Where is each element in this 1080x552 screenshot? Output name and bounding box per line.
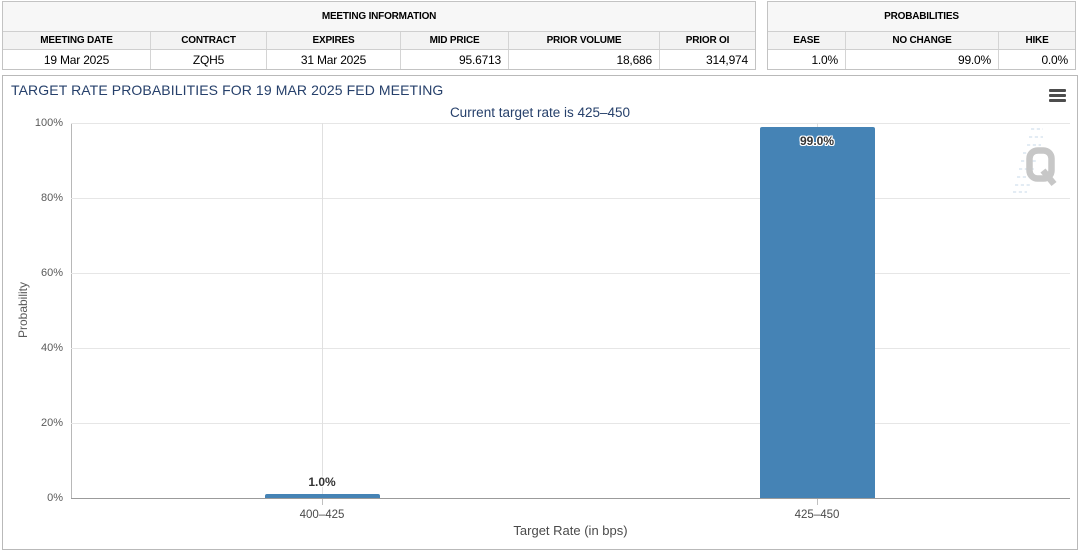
value-meeting-date: 19 Mar 2025 (3, 50, 151, 69)
gridline-80 (71, 198, 1070, 199)
y-axis-label-100: 100% (34, 117, 63, 129)
column-header-ease: EASE (768, 32, 846, 49)
y-axis-label-40: 40% (40, 342, 63, 354)
gridline-60 (71, 273, 1070, 274)
hamburger-bar (1048, 88, 1066, 92)
plot-area: 0% 20% 40% 60% 80% 100% 1.0% 99.0% 400–4… (16, 117, 1070, 538)
gridline-40 (71, 348, 1070, 349)
chart-subtitle: Current target rate is 425–450 (449, 105, 631, 120)
probabilities-value-row: 1.0% 99.0% 0.0% (768, 50, 1075, 69)
bar-425-450[interactable] (759, 127, 875, 498)
value-ease: 1.0% (768, 50, 846, 69)
column-header-contract: CONTRACT (151, 32, 267, 49)
probabilities-table: PROBABILITIES EASE NO CHANGE HIKE 1.0% 9… (767, 1, 1076, 70)
gridline-20 (71, 423, 1070, 424)
meeting-information-table-title: MEETING INFORMATION (3, 2, 755, 32)
y-axis-label-60: 60% (40, 267, 63, 279)
meeting-information-header-row: MEETING DATE CONTRACT EXPIRES MID PRICE … (3, 32, 755, 50)
x-tick-2 (817, 499, 818, 505)
hamburger-bar (1048, 98, 1066, 102)
hamburger-icon[interactable] (1044, 84, 1070, 106)
x-axis-label-425-450: 425–450 (794, 509, 840, 521)
x-tick-1 (322, 499, 323, 505)
y-axis-label-0: 0% (47, 492, 63, 504)
hamburger-bar (1048, 93, 1066, 97)
x-axis-title: Target Rate (in bps) (513, 523, 628, 538)
value-contract: ZQH5 (151, 50, 267, 69)
column-header-prior-volume: PRIOR VOLUME (509, 32, 660, 49)
column-header-prior-oi: PRIOR OI (685, 35, 730, 46)
column-header-no-change: NO CHANGE (846, 32, 999, 49)
gridline-100 (71, 123, 1070, 124)
meeting-information-table: MEETING INFORMATION MEETING DATE CONTRAC… (2, 1, 756, 70)
bar-400-425[interactable] (264, 494, 380, 498)
value-prior-volume: 18,686 (509, 50, 660, 69)
y-axis-title: Probability (16, 281, 30, 339)
target-rate-probabilities-panel: TARGET RATE PROBABILITIES FOR 19 MAR 202… (2, 75, 1078, 550)
meeting-information-value-row: 19 Mar 2025 ZQH5 31 Mar 2025 95.6713 18,… (3, 50, 755, 69)
value-no-change: 99.0% (846, 50, 999, 69)
x-axis-label-400-425: 400–425 (299, 509, 345, 521)
value-prior-oi: 314,974 (706, 52, 748, 67)
probabilities-header-row: EASE NO CHANGE HIKE (768, 32, 1075, 50)
column-header-expires: EXPIRES (267, 32, 401, 49)
y-axis-label-80: 80% (40, 192, 63, 204)
x-axis-line (71, 498, 1070, 499)
value-mid-price: 95.6713 (401, 50, 509, 69)
chart-title: TARGET RATE PROBABILITIES FOR 19 MAR 202… (11, 82, 444, 98)
column-header-meeting-date: MEETING DATE (3, 32, 151, 49)
value-expires: 31 Mar 2025 (267, 50, 401, 69)
y-axis-line (71, 123, 72, 499)
probabilities-table-title: PROBABILITIES (768, 2, 1075, 32)
category-gridline-1 (322, 123, 323, 498)
column-header-hike: HIKE (1025, 35, 1049, 46)
value-hike: 0.0% (1041, 52, 1068, 67)
bar-value-label-425-450: 99.0% (799, 134, 835, 148)
bar-value-label-400-425: 1.0% (308, 475, 336, 489)
column-header-mid-price: MID PRICE (401, 32, 509, 49)
y-axis-label-20: 20% (40, 417, 63, 429)
